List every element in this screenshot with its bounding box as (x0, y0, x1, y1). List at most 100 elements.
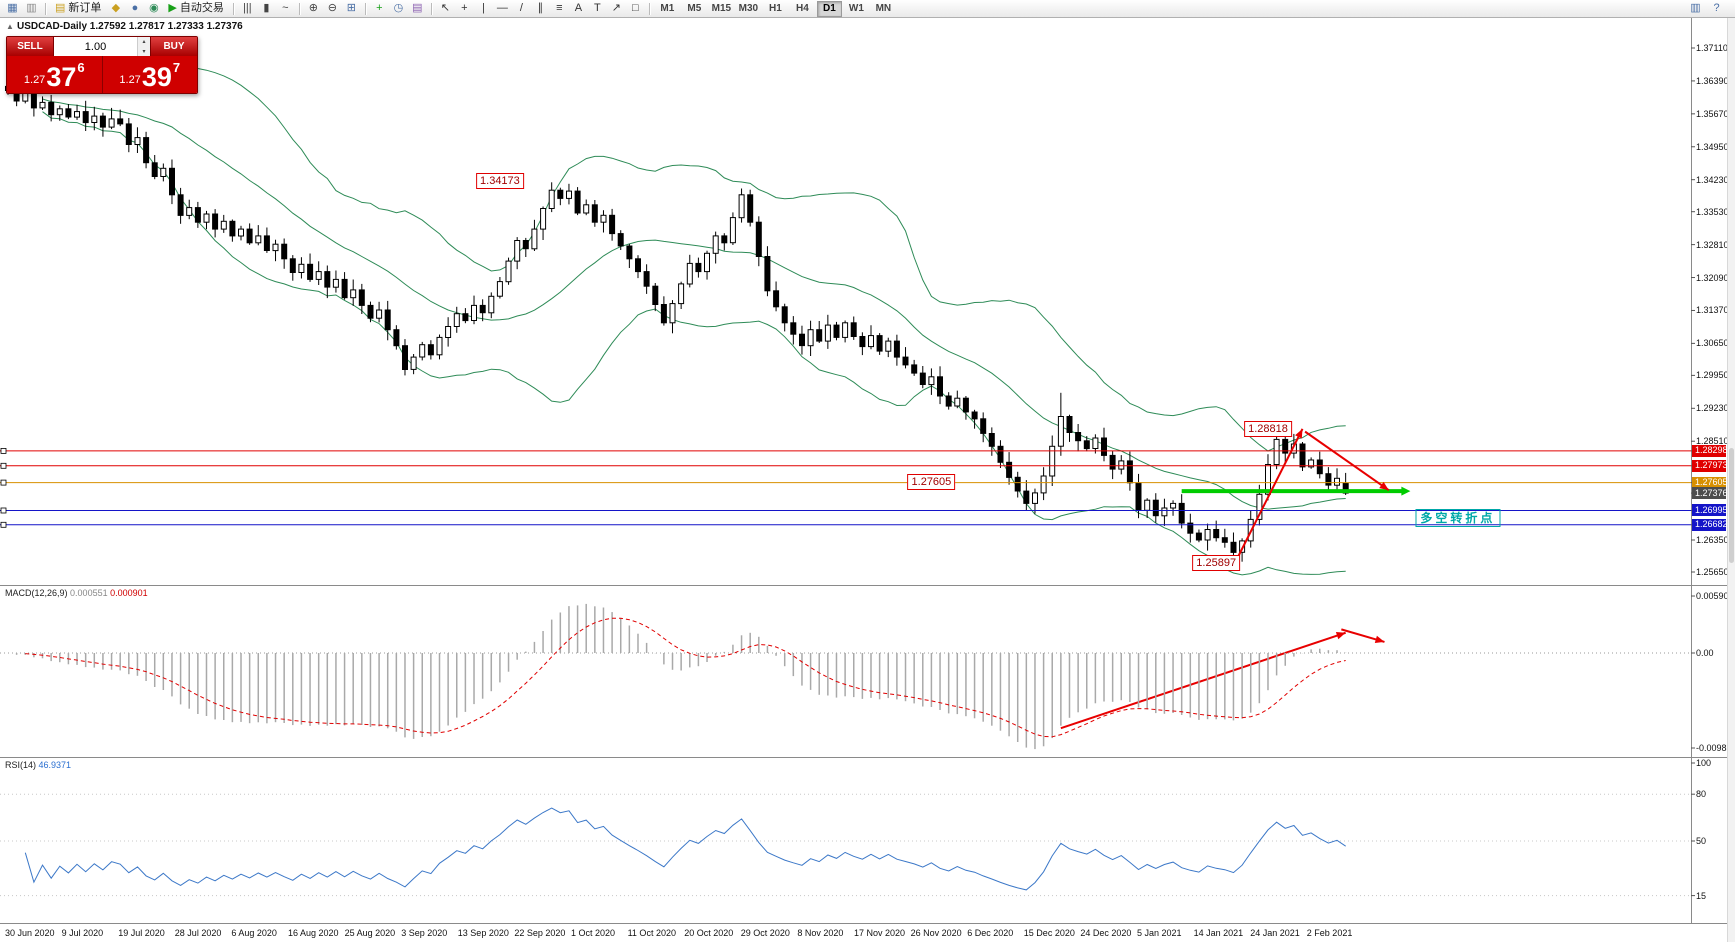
price-label[interactable]: 1.27605 (907, 474, 956, 491)
date-label: 8 Nov 2020 (797, 928, 844, 938)
price-scale-label: 1.37110 (1696, 43, 1728, 53)
auto-trading-button[interactable]: ▶ 自动交易 (163, 0, 228, 17)
line-chart-button[interactable]: ~ (276, 0, 295, 17)
chart-profiles-button[interactable]: ▥ (22, 0, 41, 17)
bar-chart-button[interactable]: ||| (238, 0, 257, 17)
new-chart-button[interactable]: ▦ (3, 0, 22, 17)
navigator-button[interactable]: ◉ (144, 0, 163, 17)
tile-windows-icon: ⊞ (346, 2, 356, 14)
date-label: 29 Oct 2020 (740, 928, 790, 938)
date-label: 2 Feb 2021 (1306, 928, 1353, 938)
rsi-scale-label: 100 (1696, 758, 1712, 768)
lot-size-value[interactable]: 1.00 (84, 40, 107, 53)
symbol-ohlc: 1.27592 1.27817 1.27333 1.27376 (89, 21, 243, 32)
market-watch-button[interactable]: ◆ (106, 0, 125, 17)
current-price-box: 1.27376 (1692, 487, 1728, 500)
timeframe-d1-button[interactable]: D1 (816, 0, 842, 17)
rsi-line (24, 807, 1346, 891)
label-button[interactable]: T (588, 0, 607, 17)
trend-arrows[interactable] (1060, 428, 1390, 730)
buy-price-display[interactable]: 1.27 39 7 (103, 56, 198, 93)
cursor-button[interactable]: ↖ (436, 0, 455, 17)
periods-icon: ◷ (393, 2, 404, 14)
zoom-in-icon: ⊕ (308, 2, 318, 14)
periods-button[interactable]: ◷ (389, 0, 408, 17)
timeframe-mn-button[interactable]: MN (875, 3, 892, 14)
channel-button[interactable]: ∥ (531, 0, 550, 17)
price-scale[interactable]: 1.37110 1.36390 1.35670 1.34950 1.34230 1.335… (1691, 18, 1735, 923)
one-click-collapse-icon[interactable]: ▲ (6, 22, 14, 31)
data-window-button[interactable]: ● (125, 0, 144, 17)
horizontal-line-icon: — (496, 2, 508, 14)
timeframe-m5-button[interactable]: M5 (687, 3, 702, 14)
crosshair-button[interactable]: + (455, 0, 474, 17)
horizontal-line-button[interactable]: — (493, 0, 512, 17)
price-scale-label: 1.30650 (1696, 338, 1729, 349)
shapes-button[interactable]: □ (626, 0, 645, 17)
sell-price-display[interactable]: 1.27 37 6 (7, 56, 102, 93)
rsi-indicator-label: RSI(14) 46.9371 (5, 760, 71, 770)
toolbar-separator (364, 2, 366, 15)
sell-button[interactable]: SELL (7, 37, 53, 56)
buy-button[interactable]: BUY (151, 37, 197, 56)
macd-panel (0, 603, 1691, 750)
text-button[interactable]: A (569, 0, 588, 17)
timeframe-h1-button[interactable]: H1 (768, 3, 782, 14)
arrows-button[interactable]: ↗ (607, 0, 626, 17)
candlestick-chart-button[interactable]: ▮ (257, 0, 276, 17)
text-icon: A (574, 2, 583, 14)
timeframe-m15-button[interactable]: M15 (711, 3, 732, 14)
vertical-line-button[interactable]: | (474, 0, 493, 17)
date-label: 1 Oct 2020 (571, 928, 616, 938)
symbol-name: USDCAD-Daily (17, 21, 88, 32)
lot-up-icon[interactable]: ▴ (138, 37, 150, 47)
zoom-out-button[interactable]: ⊖ (323, 0, 342, 17)
bar-chart-icon: ||| (243, 2, 252, 14)
lot-down-icon[interactable]: ▾ (138, 46, 150, 56)
zoom-in-button[interactable]: ⊕ (304, 0, 323, 17)
chart-profiles-icon: ▥ (26, 2, 37, 14)
price-label[interactable]: 1.25897 (1192, 554, 1241, 571)
price-label[interactable]: 1.28818 (1244, 420, 1292, 437)
date-label: 22 Sep 2020 (514, 928, 566, 938)
macd-signal-line (25, 617, 1346, 738)
help-button[interactable]: ? (1713, 2, 1720, 14)
horizontal-level-lines[interactable] (0, 447, 1691, 528)
chart-list-button[interactable]: ▥ (1690, 2, 1701, 14)
trendline-button[interactable]: / (512, 0, 531, 17)
macd-scale-label: 0.005908 (1696, 591, 1734, 602)
shapes-icon: □ (632, 2, 639, 14)
time-scale[interactable]: 30 Jun 2020 9 Jul 2020 19 Jul 2020 28 Jul 2… (0, 923, 1691, 942)
price-scale-label: 1.29950 (1696, 370, 1729, 381)
tile-windows-button[interactable]: ⊞ (342, 0, 361, 17)
price-scale-label: 1.34950 (1696, 141, 1729, 152)
fibonacci-button[interactable]: ≡ (550, 0, 569, 17)
templates-button[interactable]: ▤ (408, 0, 427, 17)
timeframe-m30-button[interactable]: M30 (738, 3, 759, 14)
date-label: 30 Jun 2020 (5, 928, 55, 938)
timeframe-h4-button[interactable]: H4 (795, 3, 809, 14)
green-support-line[interactable] (1181, 486, 1411, 496)
vertical-line-icon: | (481, 2, 485, 14)
date-label: 20 Oct 2020 (684, 928, 734, 938)
timeframe-w1-button[interactable]: W1 (848, 3, 864, 14)
cursor-icon: ↖ (440, 2, 450, 14)
indicators-button[interactable]: + (370, 0, 389, 17)
new-order-button[interactable]: ▤ 新订单 (50, 0, 106, 17)
lot-spinner[interactable]: ▴ ▾ (137, 37, 150, 56)
toolbar-separator (430, 2, 432, 15)
note-label[interactable]: 多空转折点 (1415, 508, 1501, 527)
level-price-box: 1.26995 (1692, 504, 1728, 517)
scrollbar-thumb[interactable] (1729, 448, 1734, 563)
vertical-scrollbar[interactable] (1727, 18, 1735, 942)
lot-size-field[interactable]: 1.00 ▴ ▾ (53, 37, 151, 56)
templates-icon: ▤ (412, 2, 423, 14)
toolbar-separator (232, 2, 234, 15)
date-label: 24 Jan 2021 (1250, 928, 1300, 938)
price-scale-label: 1.33530 (1696, 206, 1729, 217)
candlestick-chart-icon: ▮ (263, 2, 270, 14)
price-label[interactable]: 1.34173 (476, 173, 524, 190)
timeframe-m1-button[interactable]: M1 (660, 3, 675, 14)
price-scale-label: 1.25650 (1696, 566, 1729, 577)
